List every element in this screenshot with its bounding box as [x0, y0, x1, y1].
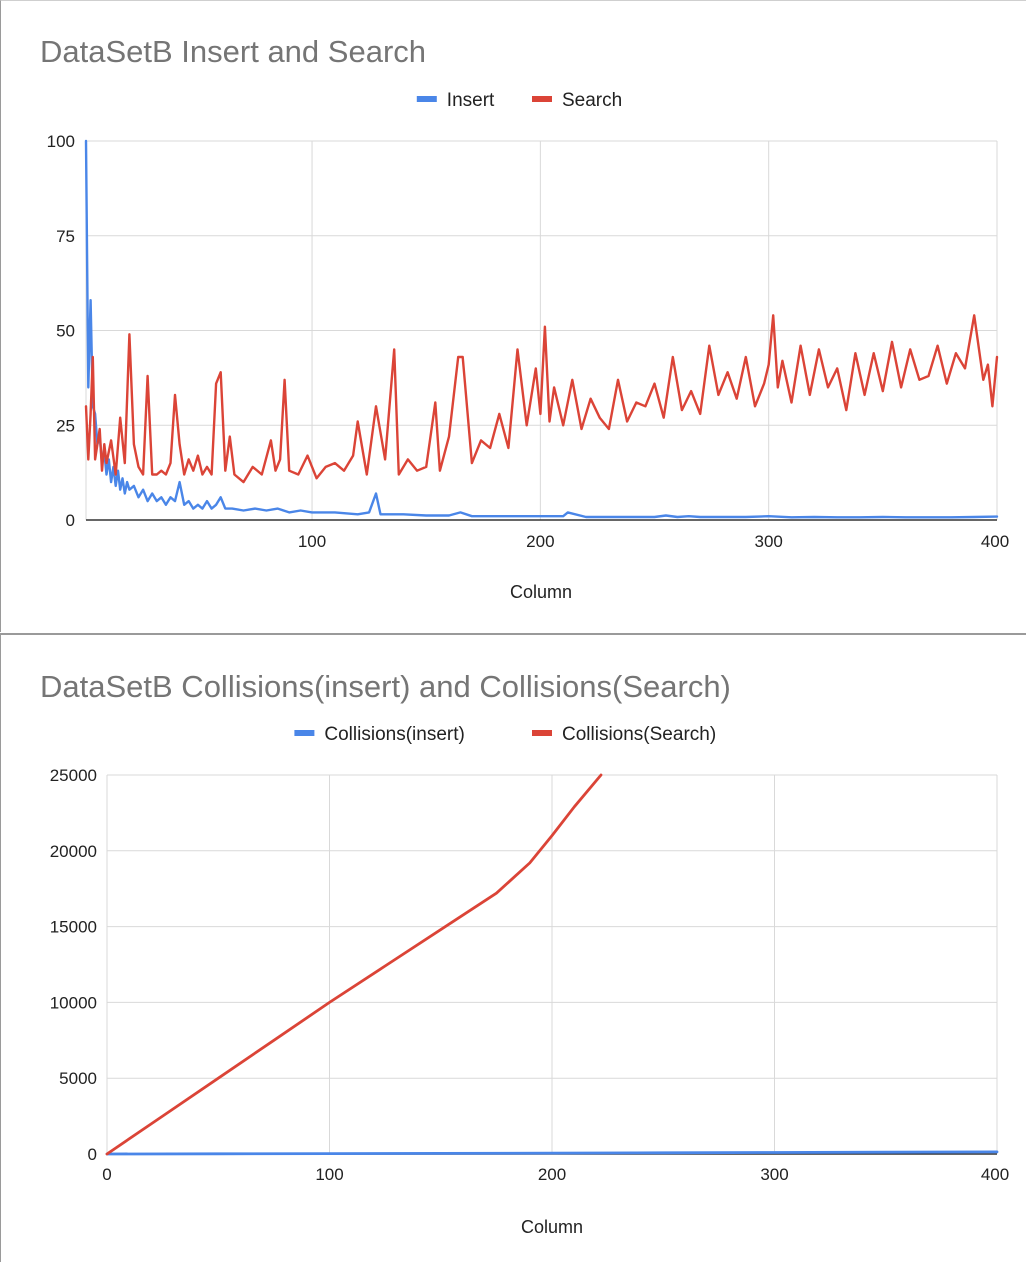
grid: [106, 774, 998, 1155]
x-axis-title: Column: [510, 582, 572, 602]
chart-collisions: DataSetB Collisions(insert) and Collisio…: [40, 669, 1009, 1237]
y-tick-label: 20000: [50, 842, 97, 861]
x-tick-label: 400: [981, 1165, 1009, 1184]
x-tick-label: 0: [102, 1165, 111, 1184]
y-tick-label: 25000: [50, 766, 97, 785]
x-tick-label: 300: [760, 1165, 788, 1184]
legend-label: Insert: [447, 90, 495, 111]
series: [105, 773, 999, 1156]
chart-title: DataSetB Insert and Search: [40, 34, 426, 69]
ticks: 0 5000 10000 15000 20000 25000 0 100 200 300 400: [50, 766, 1009, 1184]
y-tick-label: 0: [88, 1145, 97, 1164]
legend-label: Collisions(Search): [562, 724, 716, 745]
x-tick-label: 300: [754, 532, 782, 551]
legend: Collisions(insert) Collisions(Search): [294, 724, 716, 745]
legend: Insert Search: [416, 90, 622, 111]
x-tick-label: 200: [526, 532, 554, 551]
series-line-collisions-search: [105, 773, 603, 1156]
x-axis-title: Column: [521, 1217, 583, 1237]
y-tick-label: 100: [47, 132, 75, 151]
legend-label: Collisions(insert): [324, 724, 464, 745]
x-tick-label: 100: [298, 532, 326, 551]
series-line-insert: [84, 139, 999, 519]
ticks: 0 25 50 75 100 100 200 300 400: [47, 132, 1010, 551]
y-tick-label: 0: [66, 511, 75, 530]
x-tick-label: 200: [538, 1165, 566, 1184]
legend-swatch: [532, 96, 552, 102]
x-tick-label: 400: [981, 532, 1009, 551]
legend-label: Search: [562, 90, 622, 111]
x-tick-label: 100: [315, 1165, 343, 1184]
y-tick-label: 5000: [59, 1069, 97, 1088]
legend-swatch: [294, 730, 315, 736]
grid: [85, 140, 998, 521]
legend-swatch: [532, 730, 552, 736]
chart-title: DataSetB Collisions(insert) and Collisio…: [40, 669, 731, 704]
legend-swatch: [416, 96, 437, 102]
y-tick-label: 75: [56, 227, 75, 246]
y-tick-label: 50: [56, 322, 75, 341]
chart-panel-collisions: DataSetB Collisions(insert) and Collisio…: [0, 633, 1026, 1262]
chart-panel-insert-search: DataSetB Insert and Search Insert Search …: [0, 0, 1026, 632]
y-tick-label: 25: [56, 416, 75, 435]
series-line-search: [84, 314, 999, 484]
series-line-collisions-insert: [105, 1150, 999, 1156]
chart-insert-search: DataSetB Insert and Search Insert Search …: [40, 34, 1010, 602]
y-tick-label: 15000: [50, 918, 97, 937]
y-tick-label: 10000: [50, 993, 97, 1012]
series: [84, 139, 999, 519]
